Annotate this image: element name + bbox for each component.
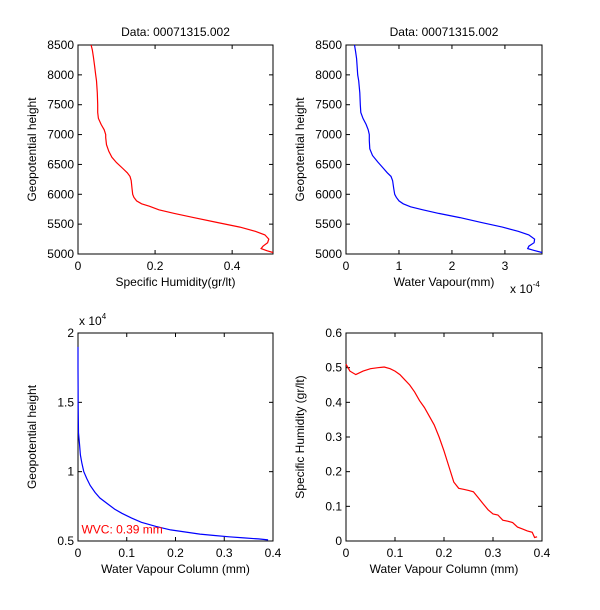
y-tick-label: 1 (67, 465, 74, 479)
y-tick-label: 0.6 (325, 326, 342, 340)
y-tick-label: 0.4 (325, 395, 342, 409)
x-tick-label: 2 (449, 259, 456, 273)
x-tick-label: 0.1 (118, 546, 135, 560)
y-tick-label: 5500 (315, 217, 342, 231)
series-line-water-vapour-profile (353, 44, 543, 254)
x-tick-label: 0 (343, 546, 350, 560)
subplot-bottom-right: 0 0.1 0.2 0.3 0.4 0 0.1 0.2 0.3 0.4 0.5 0.6 Water Va… (293, 326, 551, 576)
y-axis-multiplier-exponent: 4 (102, 312, 107, 321)
y-axis-label: Geopotential height (25, 97, 39, 202)
axes-box (77, 44, 274, 255)
x-tick-label: 0.2 (167, 546, 184, 560)
x-axis-multiplier-exponent: -4 (533, 280, 541, 289)
x-tick-label: 0.1 (387, 546, 404, 560)
chart-title: Data: 00071315.002 (390, 25, 499, 39)
y-tick-label: 7000 (47, 128, 74, 142)
subplot-bottom-left: 0 0.1 0.2 0.3 0.4 0.5 1 1.5 2 Water Vapour Column… (25, 312, 282, 576)
subplot-top-right: 0 1 2 3 5000 5500 6000 6500 7000 7500 8000 8500 Data… (293, 25, 543, 296)
x-tick-label: 0 (75, 546, 82, 560)
x-tick-label: 0 (75, 259, 82, 273)
x-tick-label: 3 (502, 259, 509, 273)
y-tick-label: 6500 (47, 157, 74, 171)
y-tick-label: 6000 (47, 187, 74, 201)
y-tick-label: 0.5 (325, 361, 342, 375)
y-tick-label: 2 (67, 326, 74, 340)
x-axis-multiplier: x 10-4 (510, 280, 540, 296)
chart-title: Data: 00071315.002 (121, 25, 230, 39)
y-axis-label: Specific Humidity (gr/lt) (293, 375, 307, 498)
x-tick-label: 1 (396, 259, 403, 273)
x-axis-label: Water Vapour(mm) (394, 275, 495, 289)
y-tick-label: 0.1 (325, 499, 342, 513)
x-axis-multiplier-base: x 10 (510, 282, 533, 296)
x-tick-label: 0.2 (436, 546, 453, 560)
series-line-cumulative-water-vapour-column (77, 346, 269, 541)
y-tick-label: 5000 (315, 247, 342, 261)
axes-box (345, 44, 543, 255)
y-tick-label: 8000 (47, 68, 74, 82)
y-tick-label: 0.2 (325, 465, 342, 479)
series-line-specific-humidity-profile (90, 44, 274, 254)
x-tick-label: 0.4 (224, 259, 241, 273)
x-tick-label: 0.2 (147, 259, 164, 273)
x-tick-label: 0.3 (216, 546, 233, 560)
x-axis-label: Water Vapour Column (mm) (370, 562, 519, 576)
y-tick-label: 7000 (315, 128, 342, 142)
x-tick-label: 0.4 (265, 546, 282, 560)
subplot-top-left: 0 0.2 0.4 5000 5500 6000 6500 7000 7500 8000 8500 D… (25, 25, 274, 289)
series-line-humidity-vs-column (345, 363, 538, 539)
y-tick-label: 6000 (315, 187, 342, 201)
y-tick-label: 8500 (47, 38, 74, 52)
wvc-annotation: WVC: 0.39 mm (81, 522, 162, 536)
y-tick-label: 8000 (315, 68, 342, 82)
y-tick-label: 1.5 (57, 395, 74, 409)
y-axis-label: Geopotential height (25, 384, 39, 489)
y-tick-label: 8500 (315, 38, 342, 52)
y-tick-label: 0.5 (57, 534, 74, 548)
y-axis-multiplier-base: x 10 (79, 314, 102, 328)
x-axis-label: Water Vapour Column (mm) (101, 562, 250, 576)
y-axis-label: Geopotential height (293, 97, 307, 202)
y-tick-label: 5500 (47, 217, 74, 231)
y-tick-label: 6500 (315, 157, 342, 171)
x-tick-label: 0.4 (534, 546, 551, 560)
x-axis-label: Specific Humidity(gr/lt) (115, 275, 235, 289)
y-tick-label: 7500 (315, 98, 342, 112)
x-tick-label: 0.3 (485, 546, 502, 560)
x-tick-label: 0 (343, 259, 350, 273)
y-axis-multiplier: x 104 (79, 312, 107, 328)
y-tick-label: 0 (335, 534, 342, 548)
y-tick-label: 7500 (47, 98, 74, 112)
y-tick-label: 0.3 (325, 430, 342, 444)
y-tick-label: 5000 (47, 247, 74, 261)
